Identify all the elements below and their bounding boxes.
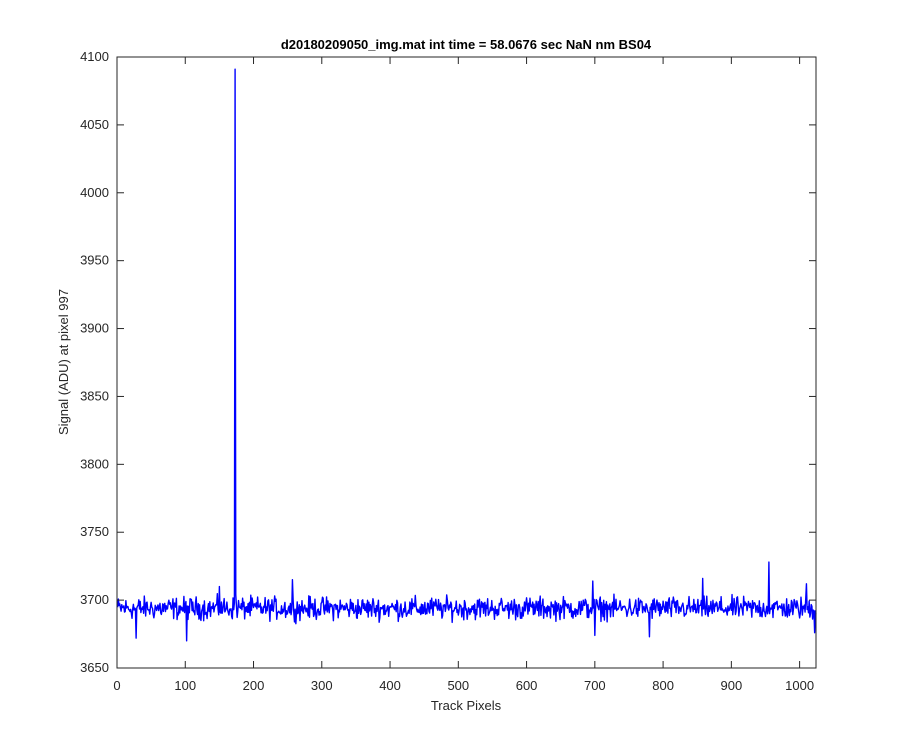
y-axis: 3650 3700 3750 3800 3850 3900 3950 4000 4050 4100	[80, 49, 816, 675]
x-tick-label: 500	[447, 678, 469, 693]
series-group	[116, 68, 817, 642]
y-tick-label: 3800	[80, 456, 109, 471]
x-tick-label: 0	[113, 678, 120, 693]
x-tick-label: 400	[379, 678, 401, 693]
x-tick-label: 600	[516, 678, 538, 693]
y-tick-label: 3650	[80, 660, 109, 675]
x-tick-label: 800	[652, 678, 674, 693]
y-tick-label: 3750	[80, 524, 109, 539]
y-tick-label: 3850	[80, 388, 109, 403]
y-tick-label: 3700	[80, 592, 109, 607]
plot-area	[117, 57, 816, 668]
x-axis: 0 100 200 300 400 500 600 700 800 900 1000	[113, 57, 814, 693]
y-tick-label: 4050	[80, 117, 109, 132]
y-tick-label: 4000	[80, 185, 109, 200]
x-tick-label: 1000	[785, 678, 814, 693]
x-tick-label: 900	[721, 678, 743, 693]
axes-box	[116, 56, 817, 669]
y-tick-label: 3950	[80, 253, 109, 268]
chart-title: d20180209050_img.mat int time = 58.0676 …	[281, 37, 652, 52]
x-axis-label: Track Pixels	[431, 698, 502, 713]
x-tick-label: 100	[174, 678, 196, 693]
y-tick-label: 4100	[80, 49, 109, 64]
x-tick-label: 700	[584, 678, 606, 693]
x-tick-label: 200	[243, 678, 265, 693]
x-tick-label: 300	[311, 678, 333, 693]
y-axis-label: Signal (ADU) at pixel 997	[56, 289, 71, 435]
series-line	[116, 68, 817, 642]
y-tick-label: 3900	[80, 321, 109, 336]
